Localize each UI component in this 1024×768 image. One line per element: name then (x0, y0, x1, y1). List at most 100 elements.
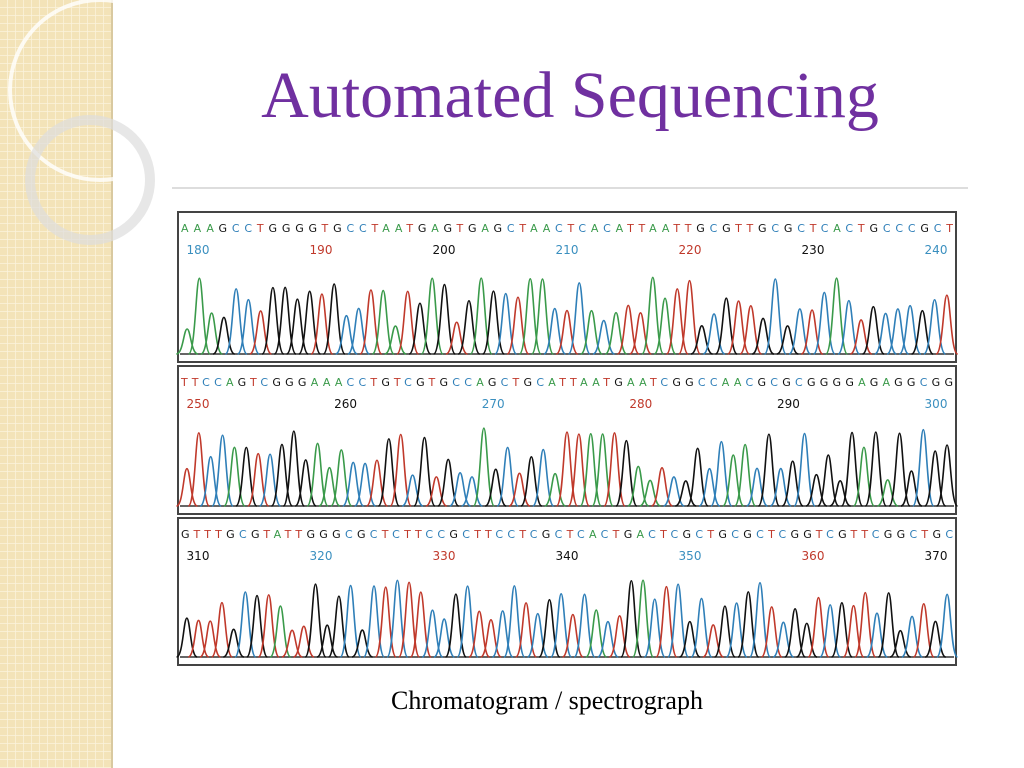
slide-title: Automated Sequencing (261, 59, 879, 132)
trace-peak (384, 325, 407, 355)
trace-peak (491, 610, 514, 658)
trace-peak (306, 442, 329, 507)
side-strip (0, 0, 112, 768)
position-label: 220 (679, 243, 702, 257)
trace-peak (876, 479, 899, 507)
trace-peak (544, 472, 566, 507)
trace-peak (210, 601, 234, 658)
trace-peak (339, 584, 362, 658)
trace-peak (176, 467, 198, 507)
trace-peak (733, 443, 757, 507)
trace-peak (608, 614, 631, 658)
trace-peak (865, 612, 889, 658)
trace-peak (222, 628, 245, 658)
position-label: 330 (433, 549, 456, 563)
position-label: 230 (802, 243, 825, 257)
trace-peak (877, 592, 900, 658)
trace-peak (677, 279, 702, 355)
trace-peak (199, 620, 221, 658)
trace-peak (924, 620, 947, 658)
trace-peak (936, 593, 959, 658)
trace-peak (639, 479, 661, 507)
trace-peak (864, 431, 888, 507)
position-label: 270 (482, 397, 505, 411)
trace-peak (829, 480, 851, 507)
trace-peak (408, 302, 432, 355)
trace-peak (187, 277, 211, 355)
deco-circle (8, 0, 192, 182)
trace-peak (508, 472, 531, 507)
position-label: 360 (802, 549, 825, 563)
position-label: 250 (187, 397, 210, 411)
position-label: 180 (187, 243, 210, 257)
trace-peak (445, 321, 468, 355)
trace-peak (757, 433, 781, 507)
position-label: 200 (433, 243, 456, 257)
trace-peak (318, 466, 341, 507)
trace-peak (746, 467, 768, 507)
trace-peak (371, 289, 395, 355)
trace-peak (698, 467, 721, 507)
trace-peak (461, 476, 483, 507)
position-label: 320 (310, 549, 333, 563)
trace-peak (532, 448, 555, 507)
trace-peak (304, 583, 327, 658)
trace-peak (389, 433, 412, 507)
trace-peak (888, 432, 911, 507)
position-label: 300 (925, 397, 948, 411)
caption: Chromatogram / spectrograph (391, 686, 703, 715)
position-label: 280 (629, 397, 652, 411)
trace-peak (413, 436, 436, 507)
position-label: 310 (187, 549, 210, 563)
position-label: 350 (679, 549, 702, 563)
trace-peak (900, 470, 923, 507)
trace-peak (817, 454, 840, 507)
trace-peak (212, 316, 236, 355)
trace-peak (555, 309, 579, 355)
trace-peak (433, 618, 456, 658)
panel-frame (177, 365, 957, 515)
trace-peak (432, 283, 457, 355)
trace-peak (667, 583, 690, 658)
trace-peak (702, 624, 724, 658)
trace-peak (781, 460, 804, 507)
trace-peak (615, 439, 638, 507)
trace-peak (316, 624, 338, 658)
position-label: 290 (777, 397, 800, 411)
trace-peak (176, 328, 199, 355)
trace-peak (484, 468, 507, 507)
position-label: 260 (334, 397, 357, 411)
deco-circle (25, 115, 155, 245)
trace-peak (567, 282, 591, 355)
trace-peak (249, 310, 273, 355)
trace-peak (472, 427, 496, 507)
trace-peak (763, 278, 787, 355)
trace-peak (935, 294, 959, 355)
trace-peak (351, 629, 373, 658)
position-label: 340 (556, 549, 579, 563)
trace-peak (935, 444, 959, 507)
trace-peak (889, 629, 912, 658)
trace-peak (751, 317, 775, 355)
position-label: 240 (925, 243, 948, 257)
trace-peak (269, 605, 292, 658)
position-label: 370 (925, 549, 948, 563)
position-label: 210 (556, 243, 579, 257)
trace-peak (347, 307, 371, 355)
trace-peak (530, 278, 555, 355)
trace-peak (425, 476, 448, 507)
trace-peak (690, 597, 713, 658)
position-label: 190 (310, 243, 333, 257)
trace-peak (561, 613, 584, 658)
trace-peak (796, 622, 818, 658)
trace-peak (776, 325, 799, 355)
trace-peak (496, 446, 519, 507)
trace-peak (805, 473, 828, 507)
trace-peak (199, 455, 222, 507)
trace-peak (282, 430, 306, 507)
trace-peak (401, 474, 424, 507)
trace-peak (679, 620, 701, 658)
panel-frame (177, 211, 957, 363)
